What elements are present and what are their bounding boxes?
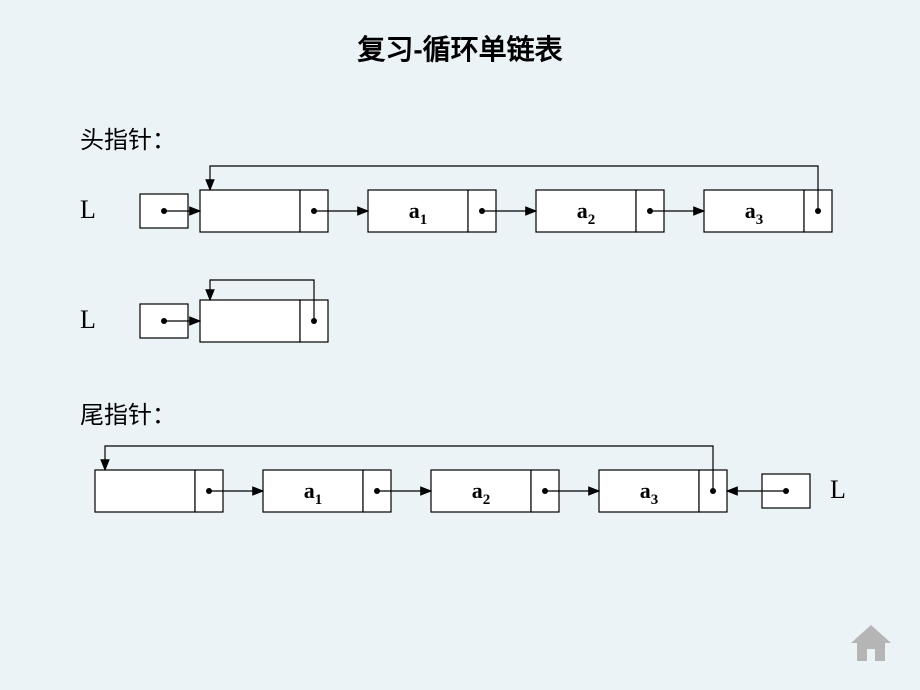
diagram-svg: a1a2a3a1a2a3	[0, 0, 920, 690]
home-icon[interactable]	[847, 621, 895, 670]
